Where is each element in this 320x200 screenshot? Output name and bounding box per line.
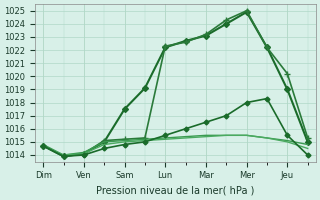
- X-axis label: Pression niveau de la mer( hPa ): Pression niveau de la mer( hPa ): [96, 186, 255, 196]
